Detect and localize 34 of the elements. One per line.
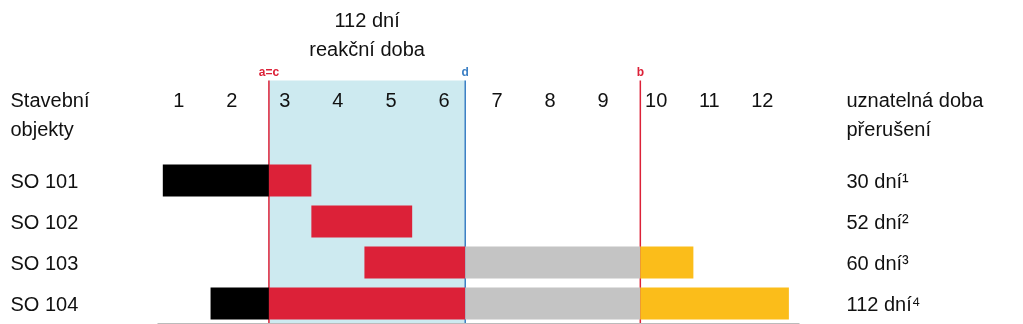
x-tick-label: 11 [698,88,720,111]
bar [465,287,641,320]
x-tick-label: 8 [544,88,556,111]
bar [640,246,694,279]
bar [640,287,789,320]
ref-line-label: d [461,64,469,79]
y-tick-label: SO 102 [10,210,79,233]
y2-tick-label: 60 dní³ [846,251,910,274]
ref-line-label: b [636,64,645,79]
band-label: 112 dní reakční doba [309,8,426,61]
x-tick-label: 2 [226,88,238,111]
y2-tick-label: 52 dní² [846,210,910,233]
x-tick-label: 12 [751,88,774,111]
bar [364,246,466,279]
x-tick-label: 4 [332,88,344,111]
y-tick-label: SO 101 [10,169,79,192]
x-tick-label: 3 [279,88,291,111]
bar [465,246,641,279]
y-tick-label: SO 104 [10,292,79,315]
bar [162,164,269,197]
x-tick-label: 1 [173,88,185,111]
y2-tick-label: 112 dní⁴ [846,292,921,315]
bar [311,205,413,238]
x-tick-label: 6 [438,88,450,111]
y2-axis-title: uznatelná doba přerušení [846,88,985,141]
y-tick-label: SO 103 [10,251,79,274]
y2-tick-label: 30 dní¹ [846,169,910,192]
y-axis-title: Stavební objekty [10,88,90,141]
bar [210,287,269,320]
x-tick-label: 9 [597,88,609,111]
x-tick-label: 5 [385,88,397,111]
ref-line-label: a=c [258,64,280,79]
x-tick-label: 7 [491,88,503,111]
x-tick-label: 10 [645,88,668,111]
